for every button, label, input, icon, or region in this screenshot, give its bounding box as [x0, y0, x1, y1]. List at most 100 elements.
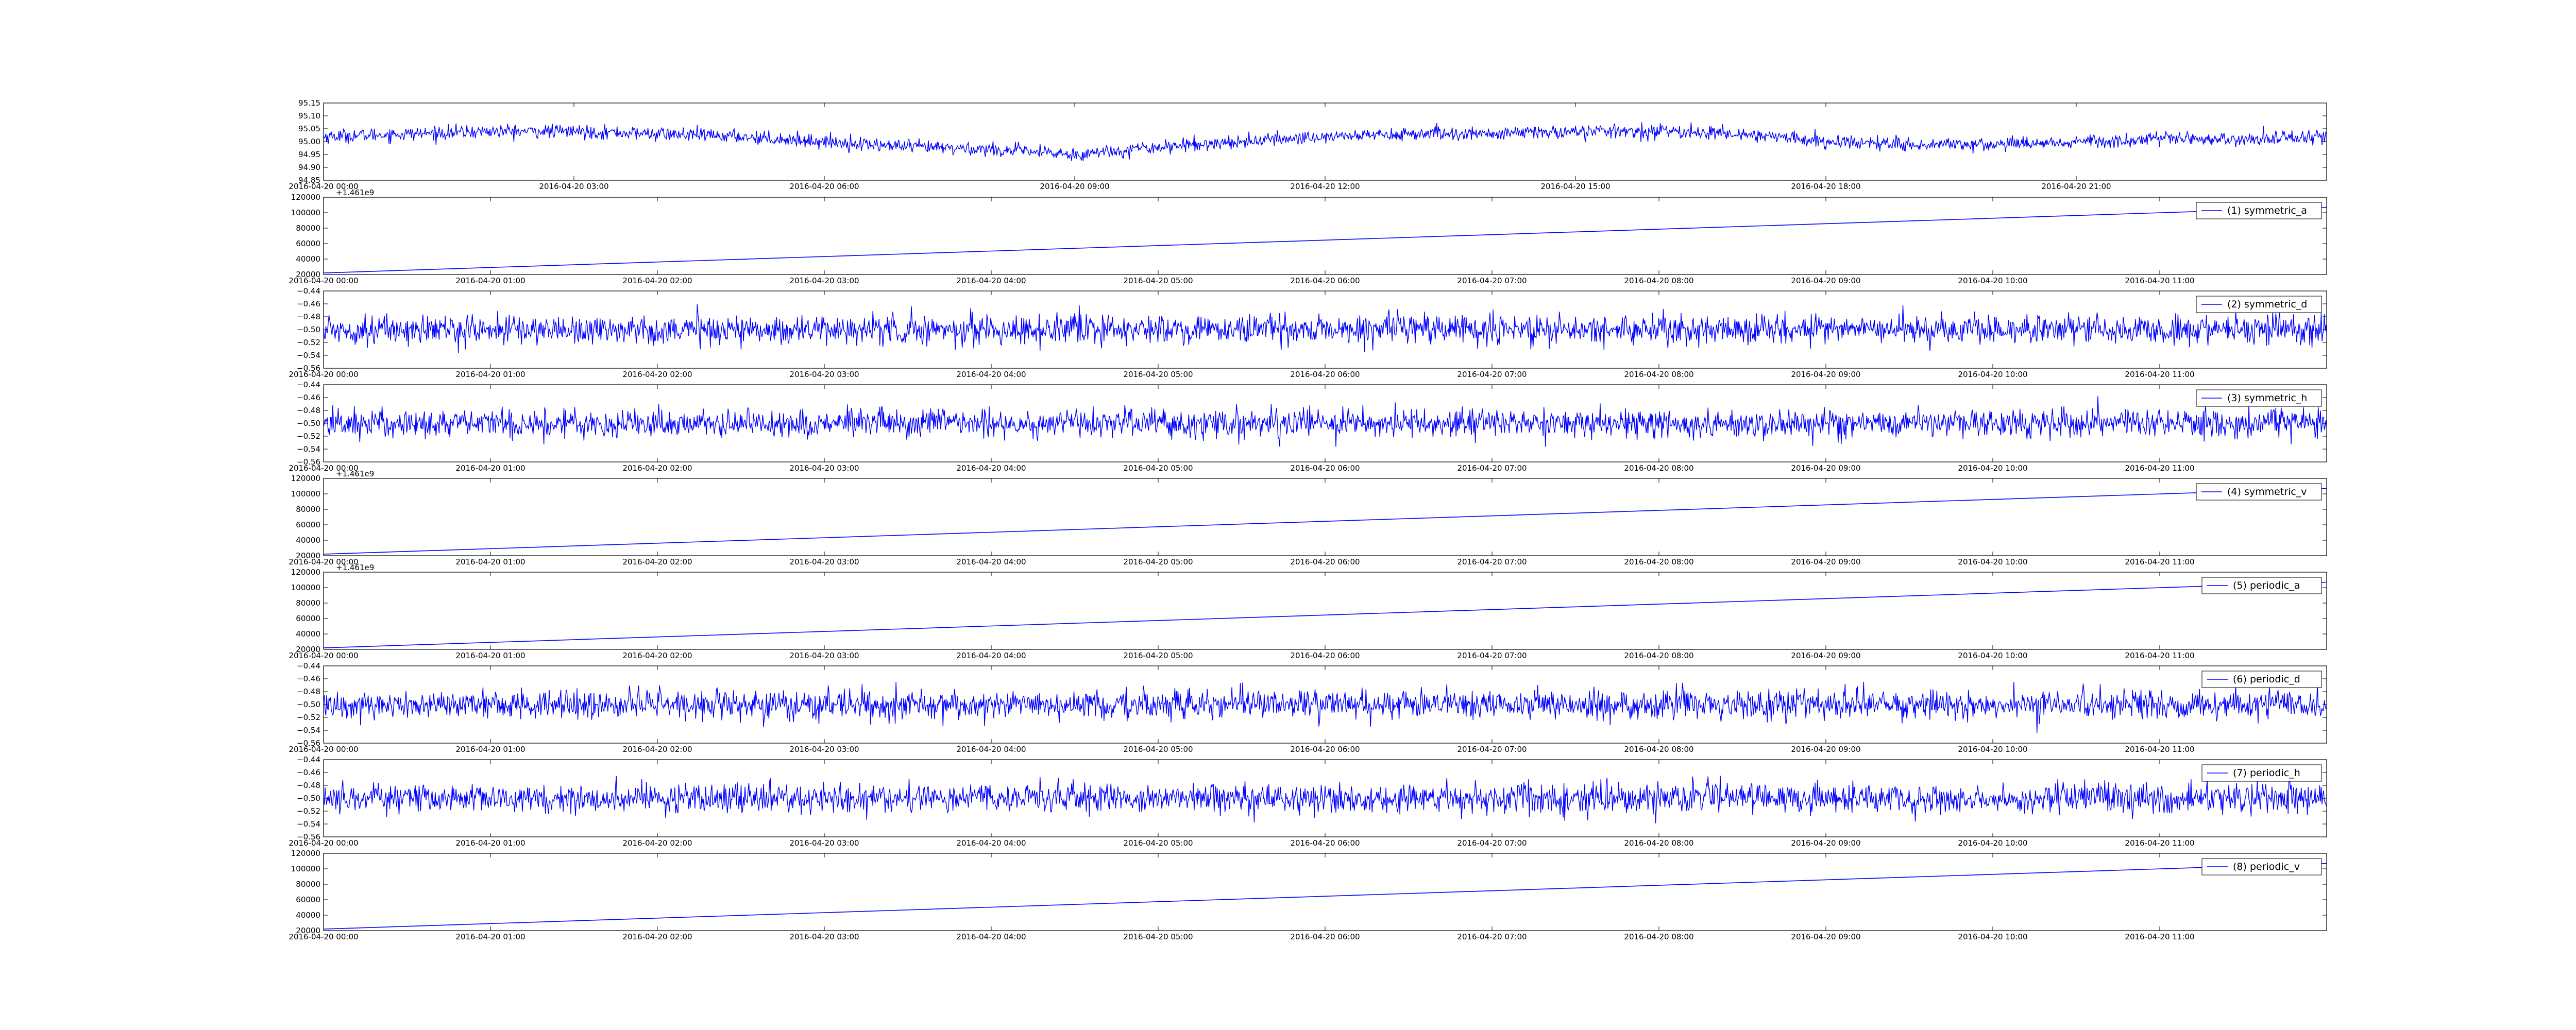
x-tick-label: 2016-04-20 03:00 [789, 745, 859, 754]
x-tick-label: 2016-04-20 11:00 [2125, 276, 2194, 285]
x-tick-label: 2016-04-20 09:00 [1791, 464, 1860, 473]
x-tick-label: 2016-04-20 02:00 [622, 370, 692, 379]
y-tick-label: −0.44 [297, 286, 320, 296]
subplot-6: 120000100000800006000040000200002016-04-… [289, 563, 2327, 660]
y-tick-label: 100000 [291, 583, 320, 592]
x-tick-label: 2016-04-20 01:00 [455, 838, 525, 848]
x-tick-label: 2016-04-20 08:00 [1624, 932, 1693, 941]
x-tick-label: 2016-04-20 07:00 [1457, 745, 1527, 754]
x-tick-label: 2016-04-20 04:00 [956, 276, 1026, 285]
x-tick-label: 2016-04-20 10:00 [1958, 745, 2027, 754]
series-line [323, 681, 2327, 733]
x-tick-label: 2016-04-20 03:00 [789, 370, 859, 379]
x-tick-label: 2016-04-20 07:00 [1457, 651, 1527, 660]
x-tick-label: 2016-04-20 08:00 [1624, 838, 1693, 848]
x-tick-label: 2016-04-20 02:00 [622, 557, 692, 566]
x-tick-label: 2016-04-20 00:00 [289, 276, 358, 285]
y-tick-label: 80000 [296, 505, 320, 514]
x-tick-label: 2016-04-20 07:00 [1457, 932, 1527, 941]
x-tick-label: 2016-04-20 06:00 [1290, 276, 1360, 285]
y-offset-label: +1.461e9 [336, 188, 374, 197]
y-tick-label: 120000 [291, 849, 320, 858]
series-line [323, 863, 2327, 930]
x-tick-label: 2016-04-20 05:00 [1123, 838, 1193, 848]
y-tick-label: −0.50 [297, 794, 320, 803]
x-tick-label: 2016-04-20 09:00 [1791, 745, 1860, 754]
y-tick-label: 20000 [296, 645, 320, 654]
x-tick-label: 2016-04-20 04:00 [956, 838, 1026, 848]
y-tick-label: −0.46 [297, 299, 320, 308]
x-tick-label: 2016-04-20 09:00 [1040, 182, 1109, 191]
y-tick-label: −0.48 [297, 312, 320, 321]
x-tick-label: 2016-04-20 03:00 [789, 651, 859, 660]
x-tick-label: 2016-04-20 07:00 [1457, 276, 1527, 285]
legend-label: (5) periodic_a [2233, 580, 2300, 591]
x-tick-label: 2016-04-20 11:00 [2125, 557, 2194, 566]
y-tick-label: −0.46 [297, 393, 320, 402]
y-tick-label: 80000 [296, 224, 320, 233]
y-tick-label: 40000 [296, 911, 320, 920]
x-tick-label: 2016-04-20 05:00 [1123, 557, 1193, 566]
x-tick-label: 2016-04-20 01:00 [455, 557, 525, 566]
x-tick-label: 2016-04-20 00:00 [289, 745, 358, 754]
series-line [323, 207, 2327, 273]
x-tick-label: 2016-04-20 06:00 [1290, 932, 1360, 941]
x-tick-label: 2016-04-20 08:00 [1624, 464, 1693, 473]
x-tick-label: 2016-04-20 02:00 [622, 838, 692, 848]
x-tick-label: 2016-04-20 04:00 [956, 932, 1026, 941]
legend: (1) symmetric_a [2196, 202, 2322, 219]
legend: (5) periodic_a [2201, 577, 2322, 594]
x-tick-label: 2016-04-20 04:00 [956, 464, 1026, 473]
x-tick-label: 2016-04-20 18:00 [1791, 182, 1860, 191]
legend: (7) periodic_h [2201, 764, 2322, 782]
y-tick-label: 95.00 [298, 137, 320, 146]
x-tick-label: 2016-04-20 11:00 [2125, 370, 2194, 379]
x-tick-label: 2016-04-20 21:00 [2041, 182, 2111, 191]
x-tick-label: 2016-04-20 09:00 [1791, 370, 1860, 379]
x-tick-label: 2016-04-20 05:00 [1123, 745, 1193, 754]
x-tick-label: 2016-04-20 11:00 [2125, 838, 2194, 848]
y-tick-label: 20000 [296, 926, 320, 935]
y-tick-label: −0.56 [297, 457, 320, 467]
subplot-4: −0.44−0.46−0.48−0.50−0.52−0.54−0.562016-… [289, 380, 2327, 473]
subplot-8: −0.44−0.46−0.48−0.50−0.52−0.54−0.562016-… [289, 755, 2327, 848]
series-line [323, 396, 2327, 447]
x-tick-label: 2016-04-20 07:00 [1457, 370, 1527, 379]
subplot-2: 120000100000800006000040000200002016-04-… [289, 188, 2327, 285]
x-tick-label: 2016-04-20 10:00 [1958, 464, 2027, 473]
x-tick-label: 2016-04-20 08:00 [1624, 370, 1693, 379]
x-tick-label: 2016-04-20 03:00 [789, 464, 859, 473]
y-tick-label: −0.48 [297, 781, 320, 790]
y-tick-label: −0.54 [297, 819, 320, 829]
x-tick-label: 2016-04-20 10:00 [1958, 370, 2027, 379]
x-tick-label: 2016-04-20 06:00 [789, 182, 859, 191]
y-tick-label: −0.48 [297, 687, 320, 696]
x-tick-label: 2016-04-20 00:00 [289, 557, 358, 566]
x-tick-label: 2016-04-20 12:00 [1290, 182, 1360, 191]
x-tick-label: 2016-04-20 03:00 [789, 838, 859, 848]
x-tick-label: 2016-04-20 10:00 [1958, 557, 2027, 566]
x-tick-label: 2016-04-20 10:00 [1958, 838, 2027, 848]
y-tick-label: 94.90 [298, 163, 320, 172]
y-tick-label: 100000 [291, 864, 320, 873]
x-tick-label: 2016-04-20 04:00 [956, 745, 1026, 754]
x-tick-label: 2016-04-20 06:00 [1290, 464, 1360, 473]
x-tick-label: 2016-04-20 01:00 [455, 651, 525, 660]
legend-label: (7) periodic_h [2233, 767, 2300, 779]
y-tick-label: 120000 [291, 474, 320, 483]
y-tick-label: −0.50 [297, 700, 320, 709]
y-tick-label: 60000 [296, 239, 320, 248]
x-tick-label: 2016-04-20 04:00 [956, 651, 1026, 660]
legend: (3) symmetric_h [2196, 389, 2322, 407]
series-line [323, 776, 2327, 823]
x-tick-label: 2016-04-20 03:00 [789, 932, 859, 941]
legend-label: (3) symmetric_h [2227, 392, 2307, 404]
y-tick-label: 40000 [296, 629, 320, 639]
x-tick-label: 2016-04-20 11:00 [2125, 464, 2194, 473]
series-line [323, 488, 2327, 555]
x-tick-label: 2016-04-20 09:00 [1791, 557, 1860, 566]
y-offset-label: +1.461e9 [336, 469, 374, 478]
x-tick-label: 2016-04-20 10:00 [1958, 276, 2027, 285]
x-tick-label: 2016-04-20 02:00 [622, 745, 692, 754]
